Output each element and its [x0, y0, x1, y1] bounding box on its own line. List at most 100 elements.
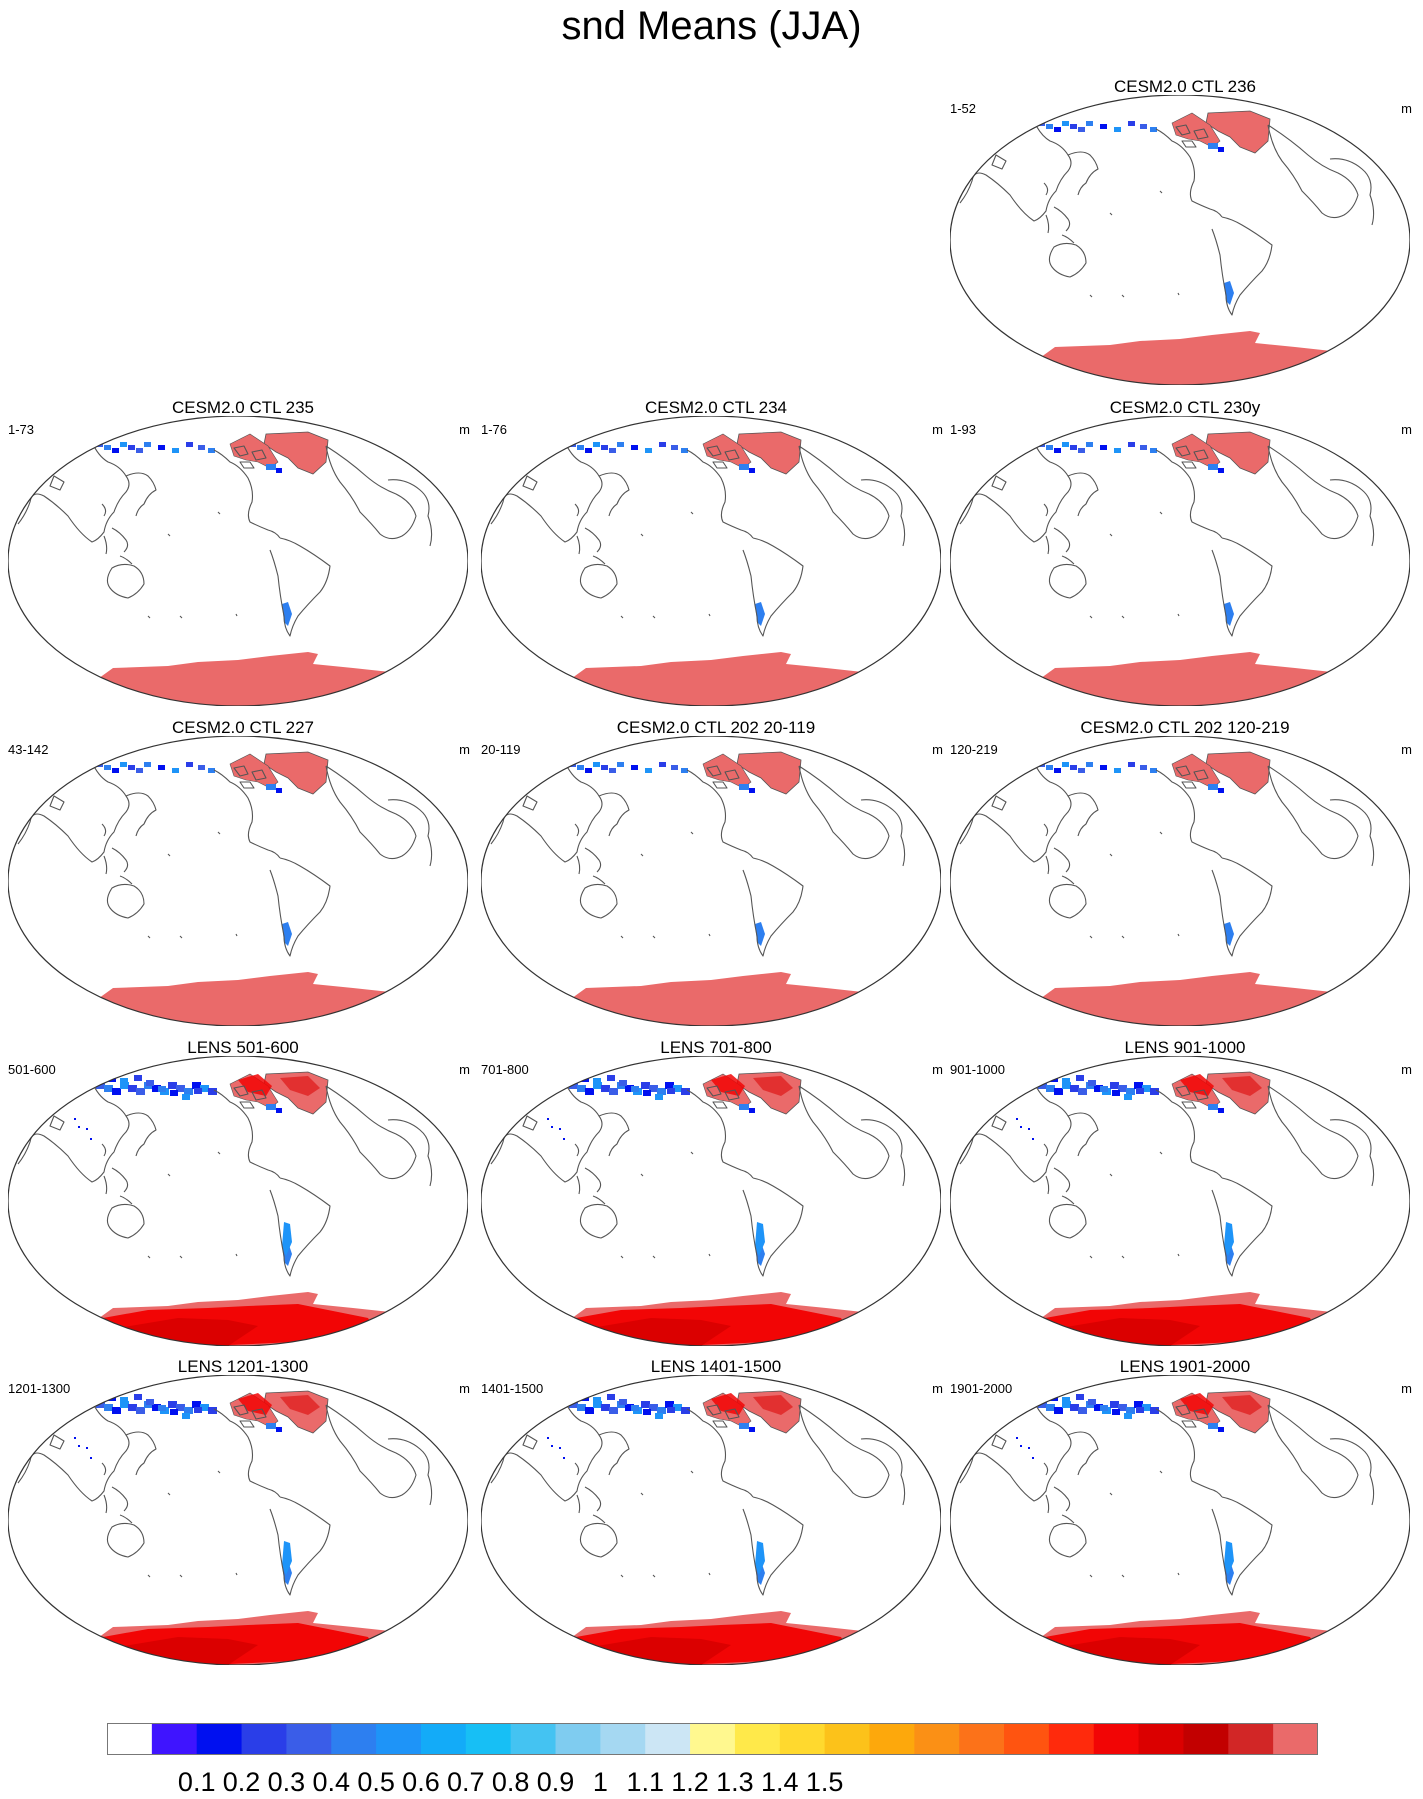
panel-title: CESM2.0 CTL 236	[1113, 77, 1257, 96]
colorbar-tick-label: 0.6	[402, 1767, 440, 1797]
panel-unit: m	[1401, 742, 1412, 757]
panel-year-range: 1-76	[481, 422, 508, 437]
colorbar-swatch	[331, 1724, 377, 1754]
antarctica-snow	[481, 652, 941, 706]
colorbar-labels: 0.1 0.2 0.3 0.4 0.5 0.6 0.7 0.8 0.9 1 1.1 1.2 1.3 1.4…	[0, 1767, 1423, 1799]
map-panel: LENS 1901-2000 1901-2000 m	[950, 1357, 1420, 1675]
panel-title: CESM2.0 CTL 235	[171, 398, 315, 417]
greenland-snow	[1205, 431, 1271, 475]
panel-unit: m	[1401, 101, 1412, 116]
colorbar-tick-label: 0.3	[267, 1767, 306, 1797]
world-map	[481, 416, 941, 706]
map-panel: CESM2.0 CTL 235 1-73 m	[8, 398, 478, 716]
panel-title: LENS 1401-1500	[650, 1357, 782, 1376]
antarctica-snow	[481, 972, 941, 1026]
colorbar-swatch	[420, 1724, 467, 1754]
map-panel: LENS 901-1000 901-1000 m	[950, 1038, 1420, 1356]
colorbar-swatch	[869, 1724, 915, 1754]
panel-title: LENS 1901-2000	[1119, 1357, 1251, 1376]
panel-title: LENS 501-600	[187, 1038, 299, 1057]
world-map	[950, 95, 1410, 385]
panel-unit: m	[932, 742, 943, 757]
panel-title: LENS 1201-1300	[177, 1357, 309, 1376]
panel-unit: m	[459, 422, 470, 437]
panel-year-range: 120-219	[950, 742, 998, 757]
greenland-snow	[1205, 110, 1271, 154]
colorbar-swatch	[1183, 1724, 1229, 1754]
world-map	[481, 1375, 941, 1665]
panel-unit: m	[459, 742, 470, 757]
map-panel: CESM2.0 CTL 234 1-76 m	[481, 398, 951, 716]
panel-title: CESM2.0 CTL 230y	[1109, 398, 1261, 417]
panel-year-range: 1401-1500	[481, 1381, 544, 1396]
colorbar-swatch	[1048, 1724, 1095, 1754]
world-map	[950, 1056, 1410, 1346]
colorbar-swatch	[151, 1724, 198, 1754]
colorbar-tick-label: 1.5	[805, 1767, 844, 1797]
world-map	[481, 1056, 941, 1346]
panel-year-range: 43-142	[8, 742, 49, 757]
colorbar-swatch	[286, 1724, 332, 1754]
colorbar-tick-label: 1	[592, 1767, 608, 1797]
panel-title: LENS 901-1000	[1124, 1038, 1246, 1057]
colorbar-tick-label: 0.2	[222, 1767, 261, 1797]
colorbar-swatch	[914, 1724, 960, 1754]
panel-title: CESM2.0 CTL 227	[171, 718, 315, 737]
map-panel: CESM2.0 CTL 236 1-52 m	[950, 77, 1420, 395]
colorbar-swatch	[1228, 1724, 1274, 1754]
greenland-snow	[263, 751, 329, 795]
antarctica-snow	[8, 972, 468, 1026]
colorbar-swatch	[1093, 1724, 1140, 1754]
greenland-snow	[1205, 751, 1271, 795]
panel-title: LENS 701-800	[660, 1038, 772, 1057]
world-map	[950, 1375, 1410, 1665]
map-panel: CESM2.0 CTL 227 43-142 m	[8, 718, 478, 1036]
colorbar-swatch	[555, 1724, 601, 1754]
panel-unit: m	[932, 422, 943, 437]
colorbar-tick-label: 1.1	[626, 1767, 664, 1797]
colorbar-swatch	[465, 1724, 512, 1754]
colorbar-swatch	[734, 1724, 781, 1754]
panel-unit: m	[932, 1381, 943, 1396]
colorbar-tick-label: 0.1	[177, 1767, 216, 1797]
panel-unit: m	[1401, 422, 1412, 437]
panel-title: CESM2.0 CTL 202 20-119	[616, 718, 816, 737]
map-panel: LENS 701-800 701-800 m	[481, 1038, 951, 1356]
world-map	[8, 416, 468, 706]
panel-year-range: 20-119	[481, 742, 521, 757]
panel-year-range: 701-800	[481, 1062, 529, 1077]
world-map	[8, 1375, 468, 1665]
colorbar-swatch	[600, 1724, 646, 1754]
colorbar-swatch	[1004, 1724, 1050, 1754]
map-panel: CESM2.0 CTL 202 20-119 20-119 m	[481, 718, 951, 1036]
colorbar-swatch	[241, 1724, 287, 1754]
panel-title: CESM2.0 CTL 202 120-219	[1080, 718, 1290, 737]
figure-title: snd Means (JJA)	[561, 4, 862, 48]
colorbar-swatch	[779, 1724, 826, 1754]
colorbar-tick-label: 0.7	[447, 1767, 485, 1797]
panel-unit: m	[1401, 1381, 1412, 1396]
antarctica-snow	[8, 652, 468, 706]
map-panel: CESM2.0 CTL 202 120-219 120-219 m	[950, 718, 1420, 1036]
colorbar-tick-label: 0.5	[357, 1767, 395, 1797]
colorbar-swatch	[376, 1724, 422, 1754]
map-panel: LENS 501-600 501-600 m	[8, 1038, 478, 1356]
world-map	[481, 736, 941, 1026]
colorbar-swatch	[690, 1724, 736, 1754]
colorbar-swatch	[107, 1724, 153, 1754]
colorbar-swatch	[196, 1724, 243, 1754]
colorbar	[107, 1723, 1318, 1755]
antarctica-snow	[950, 331, 1410, 385]
world-map	[950, 416, 1410, 706]
greenland-snow	[736, 431, 802, 475]
panel-year-range: 501-600	[8, 1062, 56, 1077]
panel-year-range: 1-93	[950, 422, 977, 437]
colorbar-swatch	[824, 1724, 870, 1754]
world-map	[8, 736, 468, 1026]
antarctica-snow	[950, 972, 1410, 1026]
panel-year-range: 901-1000	[950, 1062, 1005, 1077]
map-panel: CESM2.0 CTL 230y 1-93 m	[950, 398, 1420, 716]
panel-title: CESM2.0 CTL 234	[644, 398, 788, 417]
panel-year-range: 1901-2000	[950, 1381, 1013, 1396]
panel-unit: m	[932, 1062, 943, 1077]
